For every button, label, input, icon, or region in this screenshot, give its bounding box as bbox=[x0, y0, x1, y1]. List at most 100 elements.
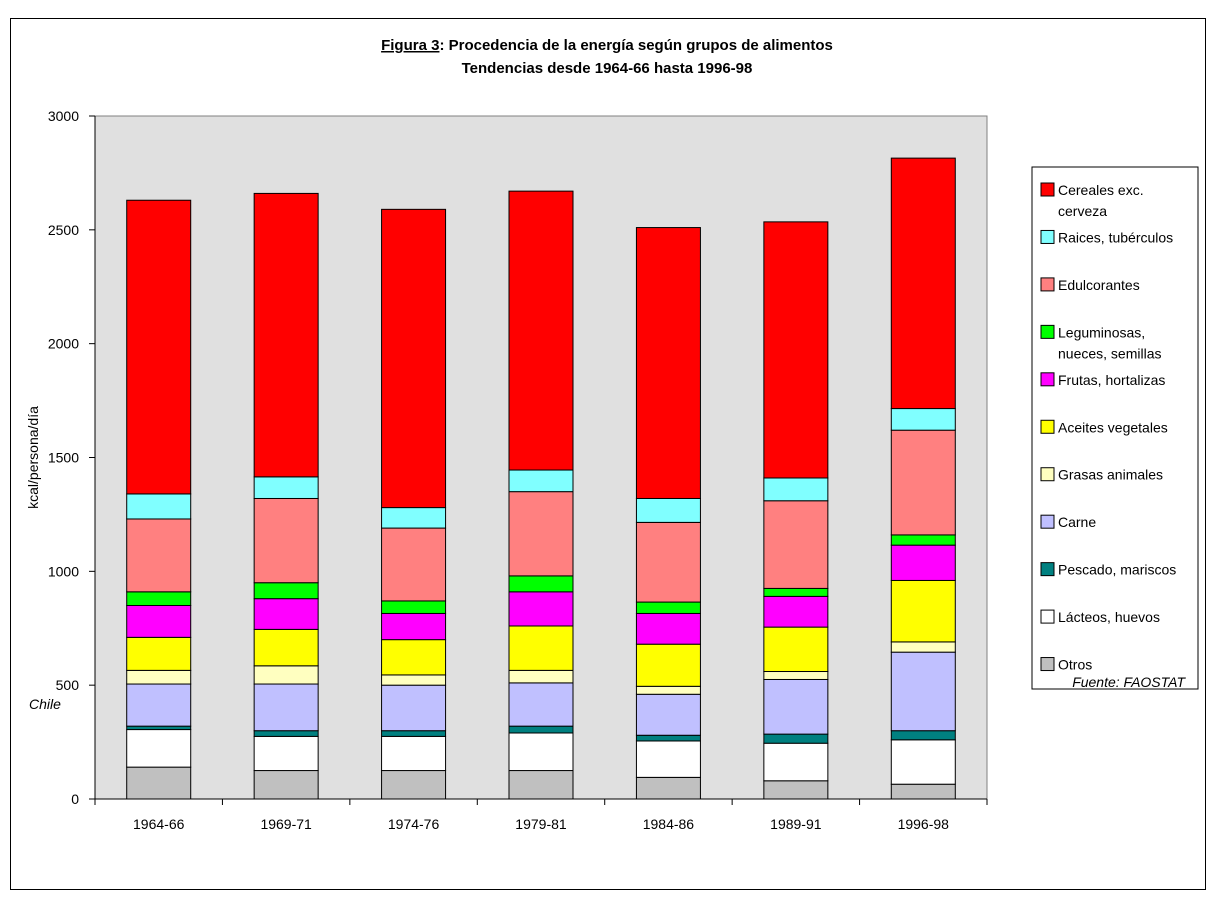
legend-label-otros: Otros bbox=[1058, 657, 1092, 673]
bar-segment-lacteos-huevos-1974-76 bbox=[381, 735, 447, 772]
bar-segment-otros-1974-76 bbox=[381, 770, 447, 800]
bar-segment-grasas-animales-1974-76 bbox=[381, 674, 447, 686]
legend-label-cereales-exc-cerveza: Cereales exc. cerveza bbox=[1058, 182, 1144, 219]
bar-segment-leguminosas-nueces-semillas-1964-66 bbox=[126, 591, 192, 606]
bar-segment-leguminosas-nueces-semillas-1979-81 bbox=[508, 575, 574, 593]
bar-segment-aceites-vegetales-1964-66 bbox=[126, 636, 192, 671]
bar-segment-grasas-animales-1979-81 bbox=[508, 669, 574, 684]
energy-stacked-bar-chart: Figura 3: Procedencia de la energía segú… bbox=[25, 37, 1199, 832]
legend-label-leguminosas-nueces-semillas: Leguminosas, nueces, semillas bbox=[1058, 324, 1162, 361]
source-label: Fuente: FAOSTAT bbox=[1072, 674, 1186, 690]
bar-segment-carne-1974-76 bbox=[381, 684, 447, 732]
chart-title-group: Figura 3: Procedencia de la energía segú… bbox=[381, 37, 833, 77]
bar-segment-raices-tuberculos-1984-86 bbox=[635, 497, 701, 523]
bar-segment-lacteos-huevos-1964-66 bbox=[126, 729, 192, 768]
bar-segment-leguminosas-nueces-semillas-1996-98 bbox=[890, 534, 956, 546]
bar-segment-frutas-hortalizas-1989-91 bbox=[763, 595, 829, 628]
bar-segment-raices-tuberculos-1969-71 bbox=[253, 476, 319, 499]
bar-segment-carne-1989-91 bbox=[763, 678, 829, 735]
legend-label-edulcorantes: Edulcorantes bbox=[1058, 277, 1140, 293]
legend-swatch-pescado-mariscos bbox=[1040, 562, 1055, 577]
legend-label-carne: Carne bbox=[1058, 514, 1096, 530]
legend-label-aceites-vegetales: Aceites vegetales bbox=[1058, 419, 1168, 435]
bar-segment-grasas-animales-1964-66 bbox=[126, 669, 192, 685]
legend-swatch-grasas-animales bbox=[1040, 467, 1055, 482]
legend-swatch-leguminosas-nueces-semillas bbox=[1040, 324, 1055, 339]
bar-segment-cereales-exc-cerveza-1996-98 bbox=[890, 157, 956, 410]
bar-segment-frutas-hortalizas-1969-71 bbox=[253, 598, 319, 630]
chart-title: Figura 3: Procedencia de la energía segú… bbox=[381, 37, 833, 54]
bar-segment-otros-1964-66 bbox=[126, 766, 192, 800]
y-tick-label-500: 500 bbox=[56, 677, 80, 693]
bar-segment-otros-1969-71 bbox=[253, 770, 319, 800]
chart-frame: Figura 3: Procedencia de la energía segú… bbox=[10, 18, 1206, 890]
bar-segment-leguminosas-nueces-semillas-1984-86 bbox=[635, 601, 701, 614]
legend-swatch-frutas-hortalizas bbox=[1040, 372, 1055, 387]
bar-segment-carne-1979-81 bbox=[508, 682, 574, 727]
bar-segment-otros-1984-86 bbox=[635, 776, 701, 800]
bar-segment-edulcorantes-1974-76 bbox=[381, 527, 447, 602]
legend-label-pescado-mariscos: Pescado, mariscos bbox=[1058, 562, 1176, 578]
bars-layer bbox=[126, 157, 956, 800]
bar-segment-aceites-vegetales-1969-71 bbox=[253, 628, 319, 667]
legend-label-lacteos-huevos: Lácteos, huevos bbox=[1058, 609, 1160, 625]
bar-segment-edulcorantes-1989-91 bbox=[763, 500, 829, 589]
bar-segment-cereales-exc-cerveza-1974-76 bbox=[381, 208, 447, 509]
x-tick-label-1974-76: 1974-76 bbox=[388, 816, 440, 832]
legend-swatch-otros bbox=[1040, 657, 1055, 672]
country-label: Chile bbox=[29, 696, 61, 712]
bar-segment-frutas-hortalizas-1979-81 bbox=[508, 591, 574, 627]
bar-segment-carne-1969-71 bbox=[253, 683, 319, 732]
x-tick-label-1996-98: 1996-98 bbox=[898, 816, 950, 832]
bar-segment-carne-1996-98 bbox=[890, 651, 956, 732]
bar-segment-edulcorantes-1969-71 bbox=[253, 497, 319, 584]
bar-segment-raices-tuberculos-1979-81 bbox=[508, 469, 574, 493]
bar-segment-grasas-animales-1989-91 bbox=[763, 671, 829, 680]
bar-segment-cereales-exc-cerveza-1969-71 bbox=[253, 192, 319, 478]
bar-segment-pescado-mariscos-1989-91 bbox=[763, 733, 829, 744]
bar-segment-carne-1984-86 bbox=[635, 693, 701, 736]
bar-segment-otros-1989-91 bbox=[763, 780, 829, 800]
bar-segment-carne-1964-66 bbox=[126, 683, 192, 727]
x-tick-label-1984-86: 1984-86 bbox=[643, 816, 695, 832]
bar-segment-frutas-hortalizas-1964-66 bbox=[126, 604, 192, 638]
bar-segment-grasas-animales-1996-98 bbox=[890, 641, 956, 653]
chart-title-prefix: Figura 3 bbox=[381, 37, 439, 54]
bar-segment-leguminosas-nueces-semillas-1989-91 bbox=[763, 587, 829, 597]
bar-segment-aceites-vegetales-1974-76 bbox=[381, 639, 447, 676]
bar-segment-lacteos-huevos-1989-91 bbox=[763, 742, 829, 782]
y-tick-label-0: 0 bbox=[71, 791, 79, 807]
bar-segment-edulcorantes-1979-81 bbox=[508, 491, 574, 577]
bar-segment-leguminosas-nueces-semillas-1969-71 bbox=[253, 582, 319, 600]
y-tick-label-1000: 1000 bbox=[48, 563, 79, 579]
x-tick-label-1989-91: 1989-91 bbox=[770, 816, 822, 832]
bar-segment-edulcorantes-1984-86 bbox=[635, 521, 701, 603]
legend-swatch-aceites-vegetales bbox=[1040, 419, 1055, 434]
y-axis-label: kcal/persona/día bbox=[25, 406, 41, 509]
bar-segment-otros-1996-98 bbox=[890, 783, 956, 800]
legend-swatch-carne bbox=[1040, 514, 1055, 529]
bar-segment-raices-tuberculos-1964-66 bbox=[126, 493, 192, 520]
legend-label-raices-tuberculos: Raices, tubérculos bbox=[1058, 229, 1173, 245]
bar-segment-cereales-exc-cerveza-1979-81 bbox=[508, 190, 574, 471]
bar-segment-otros-1979-81 bbox=[508, 770, 574, 800]
x-tick-label-1979-81: 1979-81 bbox=[515, 816, 567, 832]
bar-segment-lacteos-huevos-1996-98 bbox=[890, 739, 956, 785]
bar-segment-pescado-mariscos-1979-81 bbox=[508, 725, 574, 734]
bar-segment-pescado-mariscos-1984-86 bbox=[635, 734, 701, 742]
legend-label-grasas-animales: Grasas animales bbox=[1058, 467, 1163, 483]
legend-box bbox=[1031, 166, 1199, 690]
bar-segment-lacteos-huevos-1969-71 bbox=[253, 735, 319, 772]
bar-segment-grasas-animales-1984-86 bbox=[635, 685, 701, 695]
legend-label-frutas-hortalizas: Frutas, hortalizas bbox=[1058, 372, 1165, 388]
bar-segment-cereales-exc-cerveza-1964-66 bbox=[126, 199, 192, 495]
y-tick-label-2000: 2000 bbox=[48, 336, 79, 352]
chart-subtitle: Tendencias desde 1964-66 hasta 1996-98 bbox=[462, 60, 753, 77]
bar-segment-edulcorantes-1996-98 bbox=[890, 429, 956, 536]
bar-segment-frutas-hortalizas-1974-76 bbox=[381, 612, 447, 641]
y-tick-label-3000: 3000 bbox=[48, 108, 79, 124]
bar-segment-pescado-mariscos-1974-76 bbox=[381, 730, 447, 737]
bar-segment-cereales-exc-cerveza-1989-91 bbox=[763, 221, 829, 479]
bar-segment-frutas-hortalizas-1984-86 bbox=[635, 612, 701, 645]
y-tick-label-1500: 1500 bbox=[48, 450, 79, 466]
